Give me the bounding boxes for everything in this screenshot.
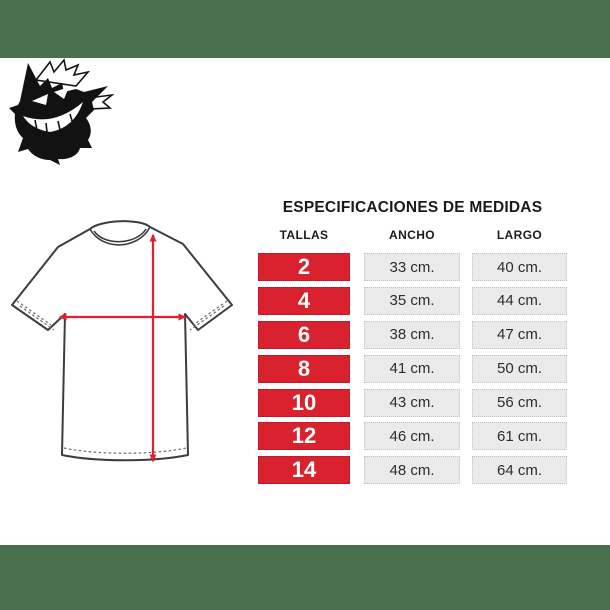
tshirt-collar-rib (93, 228, 147, 243)
talla-cell: 10 (258, 388, 351, 417)
column-header-tallas: TALLAS (279, 228, 329, 242)
gengar-outline-spikes (34, 58, 91, 87)
largo-cell: 44 cm. (472, 286, 567, 315)
gengar-logo (6, 56, 115, 166)
table-row: 14 48 cm. 64 cm. (258, 456, 567, 485)
table-row: 8 41 cm. 50 cm. (258, 354, 567, 383)
gengar-grin (23, 102, 83, 132)
table-row: 2 33 cm. 40 cm. (258, 253, 567, 281)
talla-cell: 2 (258, 253, 351, 281)
left-cuff-stitching (19, 305, 55, 331)
talla-cell: 14 (258, 456, 351, 485)
largo-cell: 61 cm. (472, 422, 567, 451)
hem-stitching (63, 447, 187, 454)
column-gap (350, 228, 364, 242)
talla-cell: 8 (258, 354, 351, 383)
top-green-band (0, 0, 610, 58)
ancho-cell: 41 cm. (364, 354, 461, 383)
tshirt-measurement-diagram (4, 217, 236, 469)
tshirt-collar (89, 226, 151, 246)
talla-cell: 4 (258, 286, 351, 315)
tshirt-diagram-icon (11, 220, 233, 463)
ancho-cell: 38 cm. (364, 320, 461, 349)
ancho-cell: 35 cm. (364, 286, 461, 315)
largo-cell: 40 cm. (472, 253, 567, 281)
largo-cell: 50 cm. (472, 354, 567, 383)
ancho-cell: 33 cm. (364, 253, 461, 281)
gengar-teeth (34, 113, 74, 133)
left-cuff-stitching (16, 300, 52, 326)
size-table: ESPECIFICACIONES DE MEDIDAS TALLAS ANCHO… (258, 199, 567, 485)
table-row: 4 35 cm. 44 cm. (258, 286, 567, 315)
bottom-green-band (0, 545, 610, 610)
column-gap (460, 228, 472, 242)
table-title: ESPECIFICACIONES DE MEDIDAS (282, 199, 543, 216)
table-body: 2 33 cm. 40 cm. 4 35 cm. 44 cm. 6 38 cm.… (258, 253, 567, 485)
column-header-ancho: ANCHO (389, 228, 435, 242)
gengar-right-eye (54, 87, 69, 99)
right-cuff-stitching (189, 305, 225, 331)
table-row: 10 43 cm. 56 cm. (258, 388, 567, 417)
column-header-largo: LARGO (496, 228, 543, 242)
tshirt-outline (11, 220, 233, 462)
table-row: 12 46 cm. 61 cm. (258, 422, 567, 451)
largo-cell: 47 cm. (472, 320, 567, 349)
ancho-cell: 48 cm. (364, 456, 461, 485)
ancho-cell: 46 cm. (364, 422, 461, 451)
talla-cell: 12 (258, 422, 351, 451)
largo-cell: 64 cm. (472, 456, 567, 485)
ancho-cell: 43 cm. (364, 388, 461, 417)
gengar-logo-icon (9, 58, 115, 165)
largo-cell: 56 cm. (472, 388, 567, 417)
table-row: 6 38 cm. 47 cm. (258, 320, 567, 349)
right-cuff-stitching (192, 300, 228, 326)
gengar-body (9, 63, 108, 165)
talla-cell: 6 (258, 320, 351, 349)
gengar-left-eye (32, 94, 48, 105)
table-header-row: TALLAS ANCHO LARGO (258, 228, 567, 242)
